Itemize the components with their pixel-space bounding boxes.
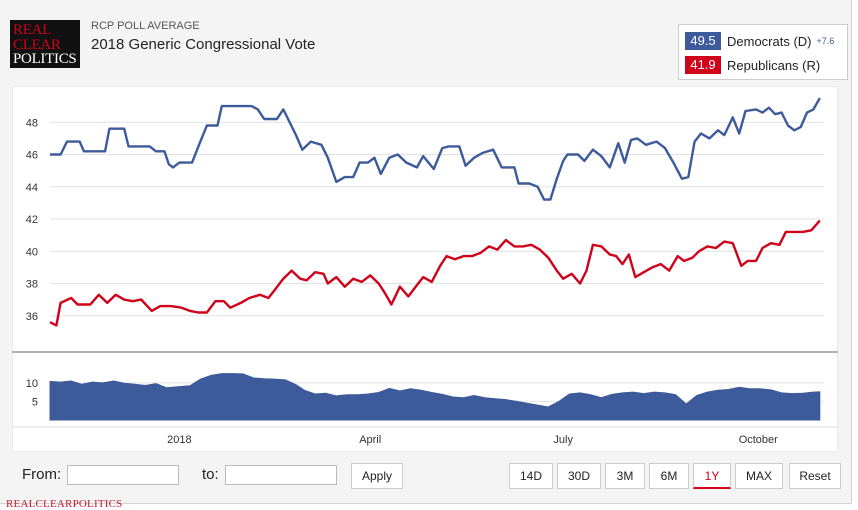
range-max-button[interactable]: MAX bbox=[735, 463, 783, 489]
y-tick-label: 36 bbox=[26, 311, 38, 323]
democrats-line bbox=[50, 97, 821, 201]
logo-line-2: CLEAR bbox=[13, 36, 61, 53]
range-controls: From: to: Apply 14D 30D 3M 6M 1Y MAX Res… bbox=[0, 456, 852, 496]
rep-value-badge: 41.9 bbox=[685, 56, 721, 74]
x-tick-label: July bbox=[553, 434, 573, 446]
x-tick-label: 2018 bbox=[167, 434, 191, 446]
y-tick-label: 48 bbox=[26, 117, 38, 129]
footer-brand: REALCLEARPOLITICS bbox=[6, 498, 123, 510]
y-tick-label: 42 bbox=[26, 214, 38, 226]
dem-label: Democrats (D) bbox=[727, 33, 812, 49]
reset-button[interactable]: Reset bbox=[789, 463, 841, 489]
range-1y-button[interactable]: 1Y bbox=[693, 463, 731, 489]
legend: 49.5 Democrats (D) +7.6 41.9 Republicans… bbox=[678, 24, 848, 80]
logo-line-3: POLITICS bbox=[13, 51, 77, 67]
y-tick-label: 44 bbox=[26, 182, 38, 194]
dem-spread: +7.6 bbox=[816, 36, 835, 46]
spread-tick-label: 10 bbox=[26, 378, 38, 390]
republicans-line bbox=[49, 219, 821, 327]
to-label: to: bbox=[202, 466, 219, 483]
legend-row-dem: 49.5 Democrats (D) +7.6 bbox=[685, 31, 834, 51]
x-tick-label: October bbox=[739, 434, 778, 446]
chart-title: 2018 Generic Congressional Vote bbox=[91, 36, 316, 53]
from-date-input[interactable] bbox=[67, 465, 179, 485]
dem-value-badge: 49.5 bbox=[685, 32, 721, 50]
spread-area bbox=[49, 373, 821, 421]
range-30d-button[interactable]: 30D bbox=[557, 463, 601, 489]
logo-line-1: REAL bbox=[13, 22, 51, 38]
range-6m-button[interactable]: 6M bbox=[649, 463, 689, 489]
range-3m-button[interactable]: 3M bbox=[605, 463, 645, 489]
apply-button[interactable]: Apply bbox=[351, 463, 403, 489]
to-date-input[interactable] bbox=[225, 465, 337, 485]
legend-row-rep: 41.9 Republicans (R) bbox=[685, 55, 820, 75]
x-tick-label: April bbox=[359, 434, 381, 446]
rcp-logo: REAL CLEAR POLITICS bbox=[10, 20, 80, 68]
y-tick-label: 46 bbox=[26, 150, 38, 162]
spread-tick-label: 5 bbox=[32, 396, 38, 408]
chart-subtitle: RCP POLL AVERAGE bbox=[91, 20, 200, 32]
y-tick-label: 40 bbox=[26, 246, 38, 258]
y-tick-label: 38 bbox=[26, 279, 38, 291]
poll-chart[interactable]: 36 38 40 42 44 46 48 5 10 2018 April July October bbox=[12, 86, 838, 452]
rep-label: Republicans (R) bbox=[727, 57, 821, 73]
from-label: From: bbox=[22, 466, 62, 483]
range-14d-button[interactable]: 14D bbox=[509, 463, 553, 489]
